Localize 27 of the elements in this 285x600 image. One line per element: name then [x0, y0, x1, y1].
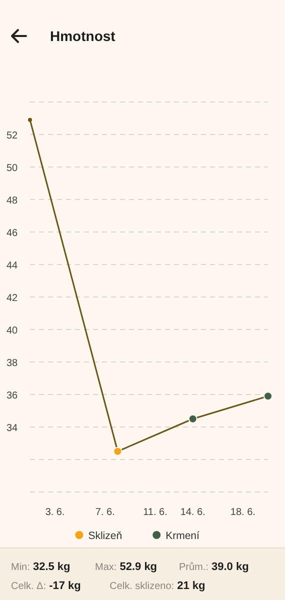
y-tick-label: 36 — [6, 390, 18, 402]
point — [113, 446, 122, 456]
x-tick-label: 18. 6. — [230, 507, 256, 518]
point — [28, 118, 32, 122]
y-tick-label: 40 — [6, 326, 18, 336]
x-tick-label: 3. 6. — [45, 507, 65, 518]
text: Max: 52.9 kg — [95, 561, 158, 573]
y-tick-label: 50 — [6, 163, 18, 174]
x-tick-label: 7. 6. — [95, 507, 115, 518]
x-tick-label: 14. 6. — [180, 507, 206, 518]
y-tick-label: 52 — [6, 130, 18, 142]
point — [264, 392, 272, 401]
y-tick-label: 34 — [6, 423, 18, 434]
y-tick-label: 38 — [6, 358, 18, 369]
y-tick-label: 44 — [6, 260, 18, 272]
legend-label: Krmení — [166, 530, 200, 542]
legend-label: Sklizeň — [88, 530, 122, 542]
y-tick-label: 48 — [6, 196, 18, 206]
text: Celk. sklizeno: 21 kg — [110, 580, 206, 592]
text: Celk. Δ: -17 kg — [11, 580, 81, 592]
chart-title: Hmotnost — [50, 28, 116, 44]
point — [188, 414, 198, 424]
x-tick-label: 11. 6. — [143, 507, 168, 518]
text: Prům.: 39.0 kg — [179, 561, 249, 573]
text: Min: 32.5 kg — [11, 561, 70, 573]
y-tick-label: 42 — [6, 293, 18, 304]
y-tick-label: 46 — [6, 228, 18, 239]
